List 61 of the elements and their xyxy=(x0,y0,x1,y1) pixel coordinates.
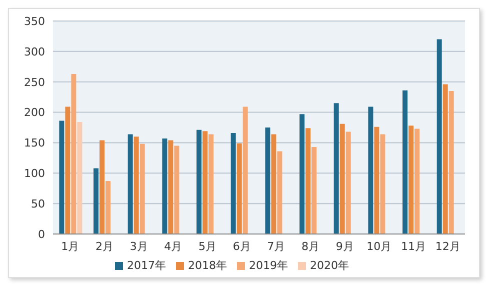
x-tick-label: 7月 xyxy=(267,240,286,253)
bar xyxy=(408,126,414,234)
bar xyxy=(448,90,454,234)
legend-label: 2017年 xyxy=(127,259,166,272)
bar xyxy=(128,134,133,234)
y-tick-label: 150 xyxy=(24,136,45,150)
bar xyxy=(414,128,420,234)
bar xyxy=(368,106,374,234)
y-tick-label: 250 xyxy=(24,76,45,89)
x-tick-label: 12月 xyxy=(435,240,460,253)
bar xyxy=(168,140,174,234)
x-tick-label: 1月 xyxy=(61,240,80,253)
bar xyxy=(300,114,305,234)
y-tick-label: 50 xyxy=(31,197,45,210)
bar xyxy=(346,132,351,234)
bar xyxy=(174,146,180,234)
bar xyxy=(334,103,339,234)
bar xyxy=(196,130,202,234)
bar xyxy=(374,126,380,234)
bar xyxy=(265,128,270,234)
bar xyxy=(436,39,442,234)
legend-label: 2020年 xyxy=(310,259,349,272)
y-tick-label: 200 xyxy=(24,106,45,120)
bar xyxy=(100,140,105,234)
y-tick-label: 0 xyxy=(38,228,45,241)
bar xyxy=(340,124,345,234)
bar xyxy=(94,168,99,234)
x-tick-label: 2月 xyxy=(96,240,114,253)
x-tick-label: 8月 xyxy=(302,240,320,253)
x-tick-label: 5月 xyxy=(198,240,216,253)
x-tick-label: 9月 xyxy=(336,240,354,253)
legend-label: 2018年 xyxy=(188,259,227,272)
bar xyxy=(380,134,386,234)
bar xyxy=(65,106,70,234)
y-tick-label: 300 xyxy=(24,45,45,58)
x-tick-label: 4月 xyxy=(164,240,182,253)
bar xyxy=(162,138,168,234)
x-tick-label: 6月 xyxy=(232,240,251,253)
bar xyxy=(236,143,242,234)
bar xyxy=(134,136,139,234)
bar xyxy=(71,74,76,234)
bar xyxy=(77,122,82,234)
bar xyxy=(230,132,236,234)
bar xyxy=(306,128,311,234)
bar xyxy=(312,146,317,234)
bar xyxy=(106,181,111,234)
y-tick-label: 350 xyxy=(24,14,45,28)
legend-label: 2019年 xyxy=(249,259,288,272)
bar xyxy=(242,106,248,234)
bar xyxy=(271,134,276,234)
bar xyxy=(59,120,64,234)
bar xyxy=(208,134,214,234)
bar xyxy=(402,90,408,234)
bar xyxy=(442,84,448,234)
bar xyxy=(140,144,145,234)
bar xyxy=(202,131,208,234)
bar xyxy=(277,151,282,234)
y-tick-label: 100 xyxy=(24,167,45,180)
x-tick-label: 3月 xyxy=(130,240,148,253)
x-tick-label: 11月 xyxy=(401,240,426,253)
x-tick-label: 10月 xyxy=(366,240,392,253)
